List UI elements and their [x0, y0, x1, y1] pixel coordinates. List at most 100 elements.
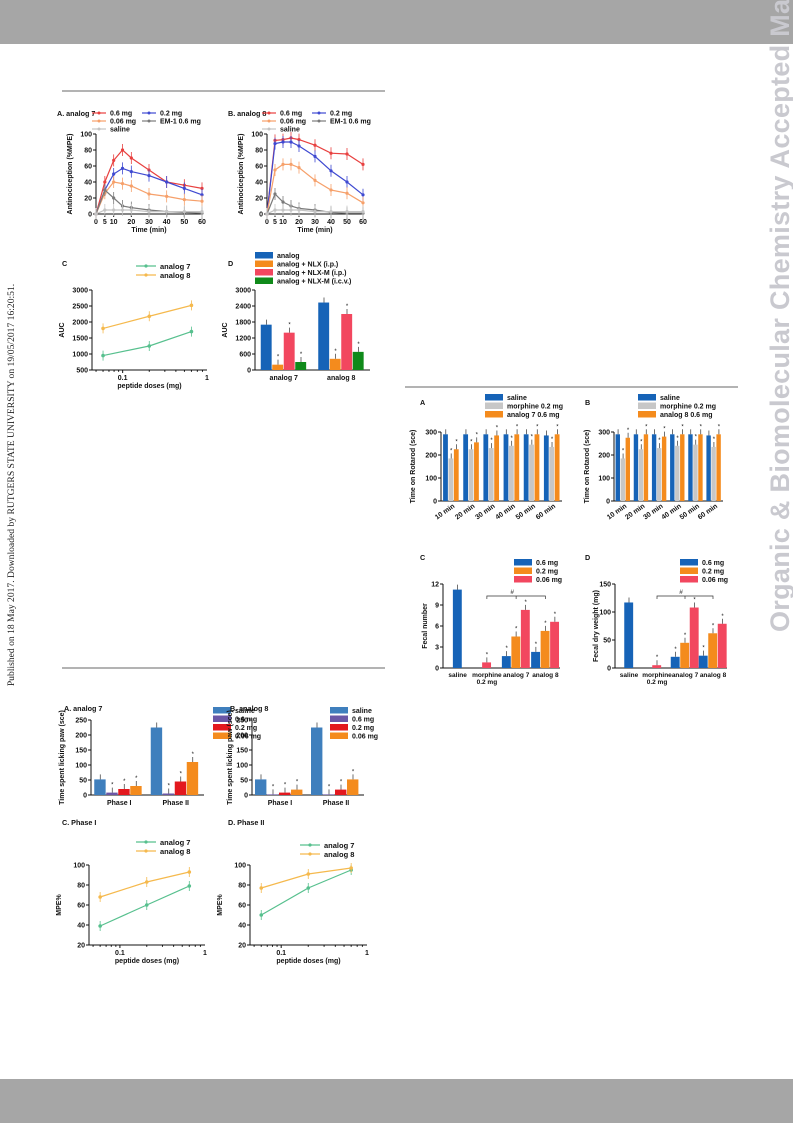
figC2-legend-swatch [514, 559, 532, 566]
figB3-ytick-label: 200 [236, 733, 248, 740]
figB2-bar [661, 436, 667, 501]
figD2-xtick-label: morphine [642, 672, 672, 679]
figB2-bar [651, 434, 657, 501]
figA1-ytick-label: 20 [84, 196, 92, 203]
figC1-ytick-label: 2500 [72, 304, 88, 311]
figA2-star: * [476, 432, 479, 438]
figA2-star: * [455, 439, 458, 445]
figD1-ytick-label: 600 [239, 352, 251, 359]
figA3-star: * [111, 783, 114, 789]
figD1-legend-swatch [255, 252, 273, 259]
figB1-legend-label: EM-1 0.6 mg [330, 119, 371, 126]
figC1-ytick-label: 500 [76, 368, 88, 375]
figC3-point [98, 895, 102, 899]
figC2-star: * [486, 652, 489, 658]
figA1-point [112, 158, 116, 162]
figA3-legend-swatch [213, 724, 231, 731]
figD1-ytick-label: 2400 [235, 304, 251, 311]
figB2-ytick-label: 0 [606, 499, 610, 506]
figC2-star: * [524, 600, 527, 606]
figA2-star: * [511, 436, 514, 442]
figD2-legend-label: 0.2 mg [702, 569, 724, 576]
figC1-ytick-label: 2000 [72, 320, 88, 327]
figA3-bar [186, 762, 199, 795]
figA3-star: * [180, 772, 183, 778]
figB1-ytick-label: 100 [251, 132, 263, 139]
figB2-bar [643, 434, 649, 501]
figB1-point [281, 200, 285, 204]
figA2-legend-swatch [485, 402, 503, 409]
figD3-title: D. Phase II [228, 818, 264, 827]
figA2-bar [468, 449, 474, 501]
figB1-point [313, 178, 317, 182]
figB3-legend-swatch [330, 715, 348, 722]
figA1-point [182, 210, 186, 214]
figA3-legend-swatch [213, 715, 231, 722]
figC2-bar [531, 651, 541, 668]
figB2-xtick-label: 60 min [697, 503, 719, 521]
figC2-xtick-label: analog 8 [532, 672, 559, 679]
figB3-xtick-label: Phase I [268, 800, 293, 807]
figB1-point [329, 210, 333, 214]
figD1-star: * [288, 323, 291, 329]
figB3-bar [335, 789, 347, 795]
figA1-point [182, 186, 186, 190]
figA3-legend-swatch [213, 732, 231, 739]
figA1-ytick-label: 40 [84, 180, 92, 187]
figD1-legend-swatch [255, 269, 273, 276]
figC3-title: C. Phase I [62, 818, 96, 827]
figB1-point [361, 162, 365, 166]
figC3-xtick-label: 1 [203, 950, 207, 957]
figD3-point [259, 886, 264, 890]
figA2-star: * [516, 424, 519, 430]
figC2-ytick-label: 0 [435, 666, 439, 673]
figB2-bar [711, 446, 716, 501]
figA1-point [129, 170, 133, 174]
figA3-ytick-label: 200 [75, 733, 87, 740]
figB2-title: B [585, 398, 590, 407]
figC1-legend-label: analog 7 [160, 262, 190, 271]
figA1-point [112, 172, 116, 176]
figB1-xtick-label: 50 [343, 219, 351, 226]
figA2-bar [549, 446, 555, 501]
figC3-point [98, 924, 102, 928]
figB1-legend-label: saline [280, 127, 300, 134]
figD3-xlabel: peptide doses (mg) [276, 958, 340, 965]
figA1-legend-label: EM-1 0.6 mg [160, 119, 201, 126]
figA3-star: * [123, 779, 126, 785]
figD3-ytick-label: 100 [234, 863, 246, 870]
figB1-legend-marker [267, 119, 271, 123]
figA1-point [129, 156, 133, 160]
figB2-bar [675, 445, 680, 501]
figB2-legend-swatch [638, 394, 656, 401]
figD3-ylabel: MPE% [217, 894, 224, 916]
figD1-legend-swatch [255, 260, 273, 267]
figA2-star: * [531, 435, 534, 441]
figA3-bar [118, 789, 130, 795]
figB2-bar [620, 458, 625, 501]
figA2-legend-label: analog 7 0.6 mg [507, 412, 560, 419]
figA2-bar [543, 435, 549, 501]
figD2-star: * [674, 647, 677, 653]
figA2-legend-swatch [485, 411, 503, 418]
figB3-legend-swatch [330, 732, 348, 739]
figB2-ytick-label: 300 [598, 430, 610, 437]
figA1-ytick-label: 80 [84, 148, 92, 155]
figA1-legend-marker [97, 119, 101, 123]
figC3-series-line [99, 885, 190, 927]
figC2-ylabel: Fecal number [422, 603, 429, 649]
figA1-xtick-label: 0 [94, 219, 98, 226]
figB1-ytick-label: 0 [259, 212, 263, 219]
figB1-legend-marker [267, 111, 271, 115]
figC3-legend-label: analog 7 [160, 838, 190, 847]
figB3-legend-label: 0.06 mg [352, 734, 378, 741]
figD1-star: * [334, 349, 337, 355]
figA3-star: * [192, 752, 195, 758]
figB3-legend-label: 0.6 mg [352, 717, 374, 724]
figB1-point [345, 191, 349, 195]
figD2-ytick-label: 50 [603, 638, 611, 645]
figB3-star: * [296, 780, 299, 786]
figA2-star: * [496, 425, 499, 431]
figB2-bar [656, 448, 662, 501]
figD1-xtick-label: analog 7 [270, 375, 299, 382]
